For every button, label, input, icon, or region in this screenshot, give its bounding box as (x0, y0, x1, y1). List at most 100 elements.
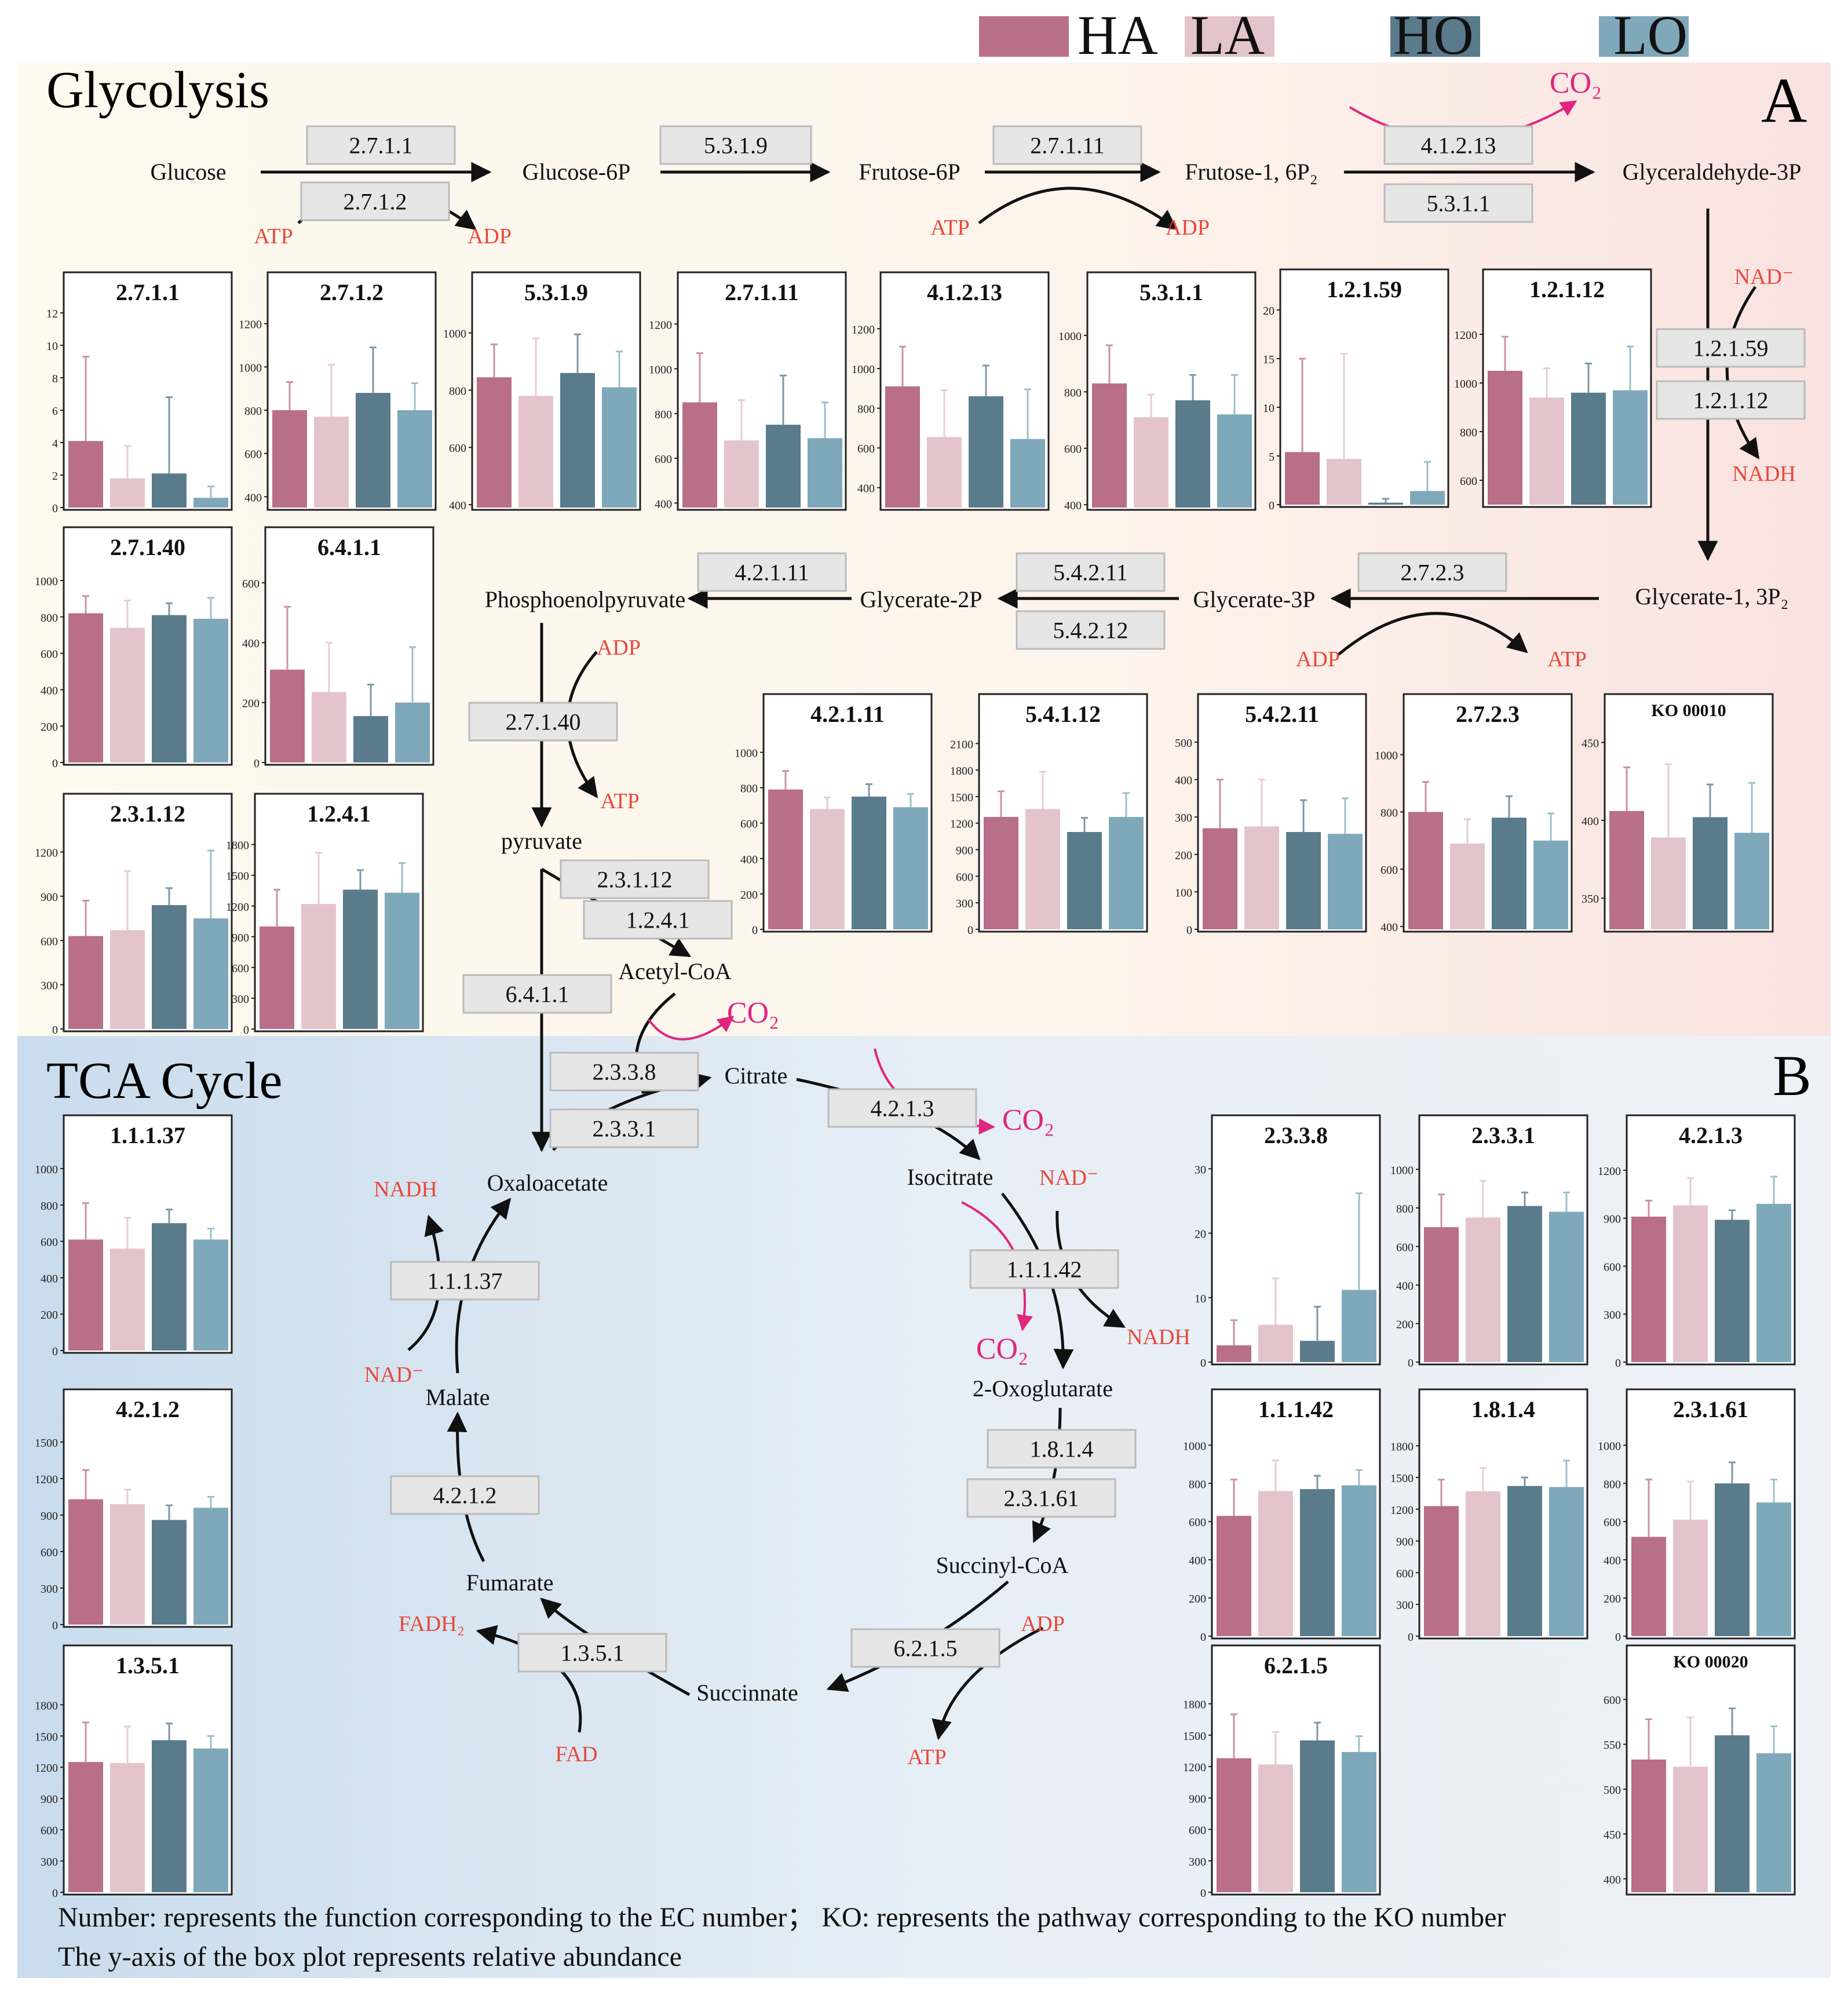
chart-c_54112: 5.4.1.12 0 300 600 900 1200 1500 1800 2100 (950, 693, 1148, 937)
bar-ho (152, 615, 187, 762)
bar-lo (1342, 1751, 1376, 1892)
bar-lo (1010, 439, 1045, 508)
ec-box-e1814 (987, 1429, 1137, 1469)
y-tick-label: 1200 (1390, 1504, 1414, 1517)
bar-ha (984, 817, 1018, 929)
y-tick-label: 0 (52, 1024, 58, 1037)
metabolite-oxaloacetate: Oxaloacetate (487, 1170, 608, 1196)
y-tick-label: 1200 (35, 847, 58, 860)
y-tick-label: 1200 (239, 319, 262, 331)
y-tick-label: 600 (1189, 1824, 1206, 1837)
bar-la (1673, 1519, 1708, 1636)
bar-ha (1424, 1227, 1459, 1362)
y-tick-label: 0 (1408, 1357, 1414, 1370)
cofactor-atp-3: ATP (1547, 647, 1587, 671)
bar-la (1258, 1491, 1293, 1636)
bar-ha (1203, 828, 1237, 929)
y-tick-label: 1500 (226, 870, 249, 883)
bar-lo (193, 1748, 228, 1892)
y-tick-label: 6 (52, 405, 58, 418)
y-tick-label: 200 (41, 1309, 58, 1322)
bar-ha (68, 1239, 103, 1351)
chart-c_23112: 2.3.1.12 0 300 600 900 1200 (35, 793, 233, 1037)
chart-c_27140: 2.7.1.40 0 200 400 600 800 1000 (35, 526, 233, 770)
y-tick-label: 800 (740, 783, 758, 795)
y-tick-label: 600 (857, 443, 875, 455)
ec-label-e6411: 6.4.1.1 (506, 981, 569, 1008)
y-tick-label: 1000 (1183, 1440, 1206, 1452)
cofactor-nad-2: NAD⁻ (1039, 1166, 1098, 1190)
y-tick-label: 200 (1189, 1593, 1206, 1605)
chart-c_4213: 4.2.1.3 0 300 600 900 1200 (1598, 1114, 1796, 1370)
y-tick-label: 300 (1604, 1309, 1621, 1322)
cofactor-labels: ATP ADP ATP ADP NAD⁻ NADH ADP ATP ADP AT… (254, 216, 1796, 1769)
y-tick-label: 500 (1604, 1784, 1621, 1797)
bar-ho (1175, 400, 1210, 508)
ec-box-e23112 (560, 859, 710, 899)
ec-label-e5319: 5.3.1.9 (704, 133, 768, 159)
metabolite-glucose: Glucose (150, 159, 226, 185)
legend-label-ho: HO (1393, 4, 1474, 66)
bar-lo (397, 410, 432, 508)
y-tick-label: 400 (1175, 775, 1192, 787)
y-tick-label: 1800 (226, 840, 249, 852)
y-tick-label: 0 (1200, 1631, 1206, 1644)
y-tick-label: 1200 (950, 818, 973, 831)
bar-lo (1410, 491, 1445, 505)
chart-title: 2.3.3.1 (1471, 1122, 1535, 1148)
bar-ha (768, 789, 803, 929)
footnote-1: Number: represents the function correspo… (58, 1902, 1506, 1933)
y-tick-label: 1200 (852, 323, 875, 336)
y-tick-label: 1200 (1183, 1761, 1206, 1774)
y-tick-label: 350 (1582, 893, 1599, 906)
chart-c_2711: 2.7.1.1 0 2 4 6 8 10 12 (46, 271, 233, 515)
y-tick-label: 600 (41, 935, 58, 948)
bar-lo (1549, 1211, 1584, 1362)
bar-la (1651, 837, 1686, 929)
y-tick-label: 300 (41, 1583, 58, 1596)
metabolite-succinylcoa: Succinyl-CoA (936, 1552, 1069, 1578)
y-tick-label: 400 (740, 853, 758, 866)
co2-arrow-acetylcoa (648, 1016, 735, 1041)
y-tick-label: 1800 (1183, 1699, 1206, 1711)
ec-label-e23161: 2.3.1.61 (1004, 1486, 1079, 1512)
ec-box-e11142 (969, 1249, 1119, 1289)
y-tick-label: 600 (242, 578, 260, 590)
chart-title: 2.7.1.11 (725, 279, 799, 305)
y-tick-label: 450 (1582, 737, 1599, 750)
bar-lo (1109, 817, 1144, 929)
y-tick-label: 1000 (443, 328, 466, 341)
y-tick-label: 800 (1604, 1478, 1621, 1491)
y-tick-label: 400 (1604, 1554, 1621, 1567)
y-tick-label: 1000 (852, 363, 875, 376)
bar-ho (1300, 1740, 1335, 1892)
ec-label-e12159: 1.2.1.59 (1693, 335, 1769, 362)
y-tick-label: 1000 (1375, 750, 1398, 762)
ec-label-e23112: 2.3.1.12 (597, 867, 673, 893)
tca-title: TCA Cycle (46, 1052, 282, 1110)
bar-ho (1715, 1483, 1750, 1636)
ec-label-e11142: 1.1.1.42 (1007, 1257, 1082, 1283)
bar-la (1327, 459, 1361, 505)
ec-box-e23161 (966, 1478, 1116, 1518)
chart-c_23161: 2.3.1.61 0 200 400 600 800 1000 (1598, 1388, 1796, 1644)
y-tick-label: 300 (1175, 812, 1192, 824)
metabolite-oxoglutarate: 2-Oxoglutarate (973, 1375, 1113, 1402)
ec-box-e1351 (517, 1633, 667, 1673)
chart-title: 2.7.2.3 (1456, 701, 1520, 727)
y-tick-label: 10 (1263, 402, 1274, 415)
metabolite-malate: Malate (425, 1384, 490, 1410)
chart-c_27111: 2.7.1.11 400 600 800 1000 1200 (649, 271, 847, 511)
bar-lo (1549, 1487, 1584, 1636)
y-tick-label: 0 (1408, 1631, 1414, 1644)
ec-box-e41213 (1383, 125, 1533, 165)
y-tick-label: 400 (857, 483, 875, 495)
bar-ho (1067, 832, 1102, 929)
y-tick-label: 800 (449, 385, 466, 397)
bar-ho (1571, 392, 1606, 505)
bar-ho (152, 1223, 187, 1351)
legend-label-ha: HA (1078, 4, 1158, 66)
chart-title: 4.2.1.2 (116, 1396, 180, 1422)
bar-lo (1342, 1290, 1376, 1362)
chart-c_11137: 1.1.1.37 0 200 400 600 800 1000 (35, 1114, 233, 1358)
